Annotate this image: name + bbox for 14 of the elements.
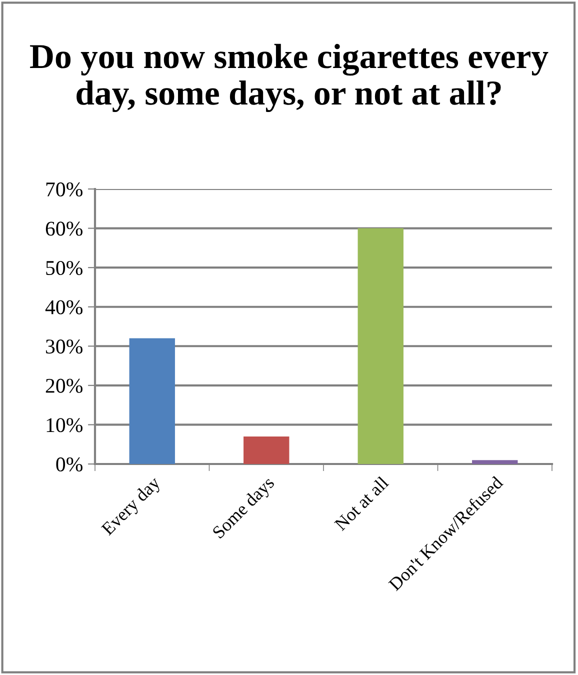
bar (472, 460, 518, 464)
y-tick-label: 40% (45, 300, 82, 314)
bar (358, 228, 404, 464)
bar (129, 338, 175, 464)
bar (244, 436, 290, 464)
y-tick-label: 30% (46, 340, 82, 354)
y-tick-label: 60% (46, 222, 82, 236)
y-tick-label: 20% (46, 378, 82, 393)
chart-title: Do you now smoke cigarettes every day, some days, or not at all? (30, 44, 548, 112)
x-tick-label: Not at all (333, 475, 390, 532)
y-tick-label: 50% (46, 260, 82, 276)
y-tick-label: 10% (46, 418, 82, 432)
y-tick-label: 70% (46, 182, 82, 196)
y-tick-label: 0% (56, 457, 82, 472)
